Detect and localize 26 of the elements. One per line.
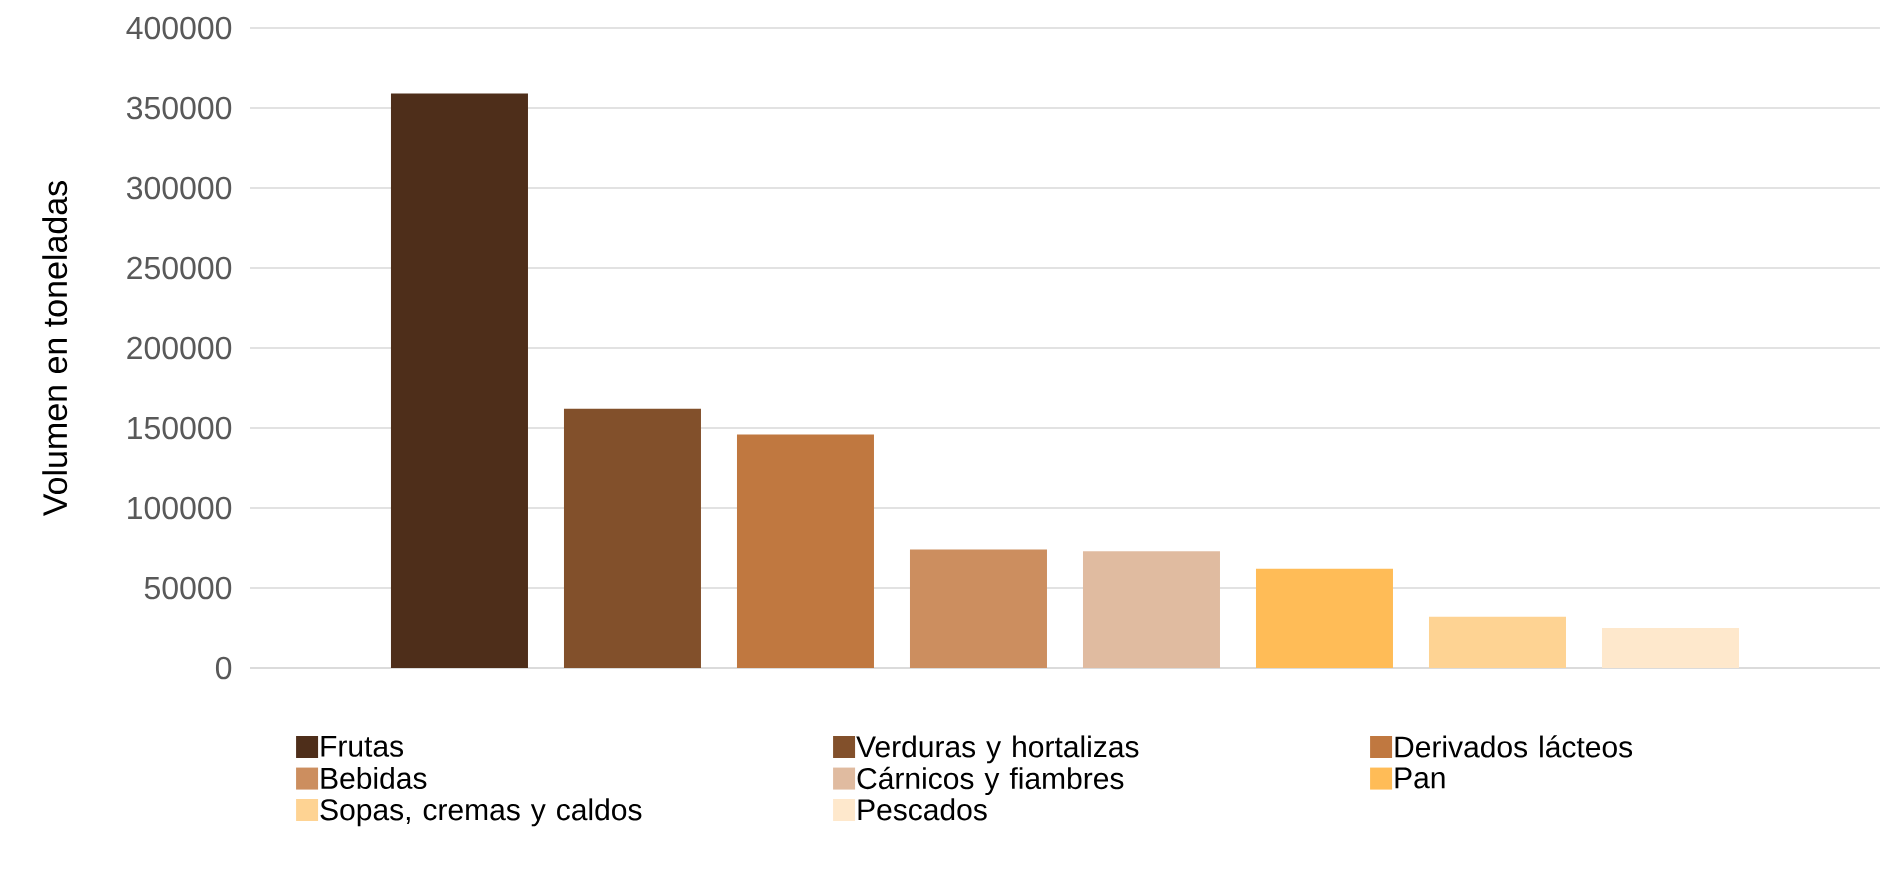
y-tick-label: 150000: [128, 416, 232, 440]
legend-label: Derivados lácteos: [1395, 735, 1633, 758]
y-axis-title: Volumen en toneladas: [42, 181, 68, 517]
y-tick-label: 250000: [127, 256, 232, 280]
bar: [1428, 616, 1566, 668]
legend-label: Cárnicos y fiambres: [857, 766, 1124, 796]
y-tick-label: 300000: [126, 176, 232, 200]
y-tick-label: 400000: [126, 16, 232, 40]
bar: [1082, 551, 1220, 668]
legend-label: Bebidas: [321, 766, 427, 789]
bar: [563, 408, 701, 668]
y-tick-label: 50000: [144, 576, 232, 600]
y-tick-label: 350000: [126, 96, 232, 120]
bar: [1601, 628, 1739, 668]
y-tick-label: 0: [215, 656, 232, 680]
legend-label: Pan: [1395, 767, 1445, 789]
legend-label: Sopas, cremas y caldos: [320, 798, 642, 827]
y-tick-label: 200000: [127, 336, 232, 360]
y-tick-label: 100000: [128, 496, 232, 520]
legend-label: Pescados: [858, 798, 987, 821]
bar: [736, 434, 874, 668]
legend-label: Frutas: [321, 735, 404, 757]
bar: [1255, 568, 1393, 668]
bar: [909, 549, 1047, 668]
legend-label: Verduras y hortalizas: [856, 735, 1139, 764]
bar: [390, 93, 528, 668]
